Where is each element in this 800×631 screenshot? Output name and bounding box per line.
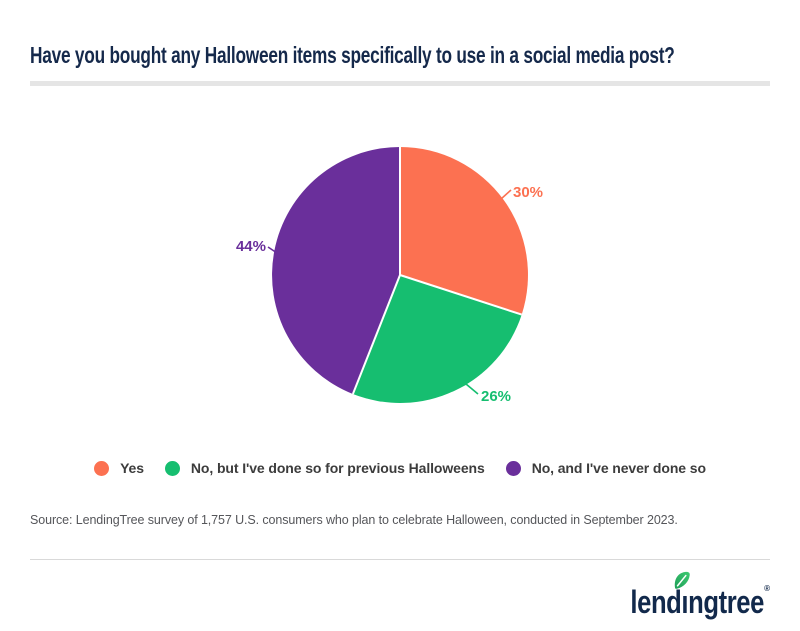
- lendingtree-logo: lendıngtree®: [597, 571, 770, 620]
- label-leader-1: [451, 383, 479, 395]
- legend-item-1: No, but I've done so for previous Hallow…: [164, 460, 485, 476]
- legend-item-0: Yes: [94, 460, 144, 476]
- legend: Yes No, but I've done so for previous Hal…: [0, 460, 800, 476]
- legend-item-2: No, and I've never done so: [505, 460, 706, 476]
- pie-slice-2: [272, 147, 400, 394]
- data-label-2: 44%: [236, 238, 266, 255]
- leaf-icon: [674, 571, 690, 589]
- pie-slice-1: [352, 275, 522, 403]
- data-label-0: 30%: [513, 184, 543, 201]
- slice-separator: [399, 274, 523, 316]
- legend-dot-0: [94, 460, 110, 476]
- registered-mark: ®: [764, 584, 770, 593]
- label-leader-2: [267, 246, 278, 254]
- legend-label-1: No, but I've done so for previous Hallow…: [190, 460, 485, 476]
- legend-dot-2: [505, 460, 521, 476]
- data-label-1: 26%: [481, 388, 511, 405]
- footer-divider: [30, 559, 770, 560]
- slice-separator: [351, 274, 401, 395]
- chart-title: Have you bought any Halloween items spec…: [30, 42, 675, 68]
- pie-slice-0: [400, 147, 528, 315]
- lendingtree-wordmark: lendıngtree: [630, 584, 765, 620]
- legend-dot-1: [164, 460, 180, 476]
- label-leader-0: [500, 189, 512, 200]
- title-divider: [30, 81, 770, 86]
- legend-label-2: No, and I've never done so: [531, 460, 706, 476]
- legend-label-0: Yes: [120, 460, 144, 476]
- source-note: Source: LendingTree survey of 1,757 U.S.…: [30, 513, 678, 527]
